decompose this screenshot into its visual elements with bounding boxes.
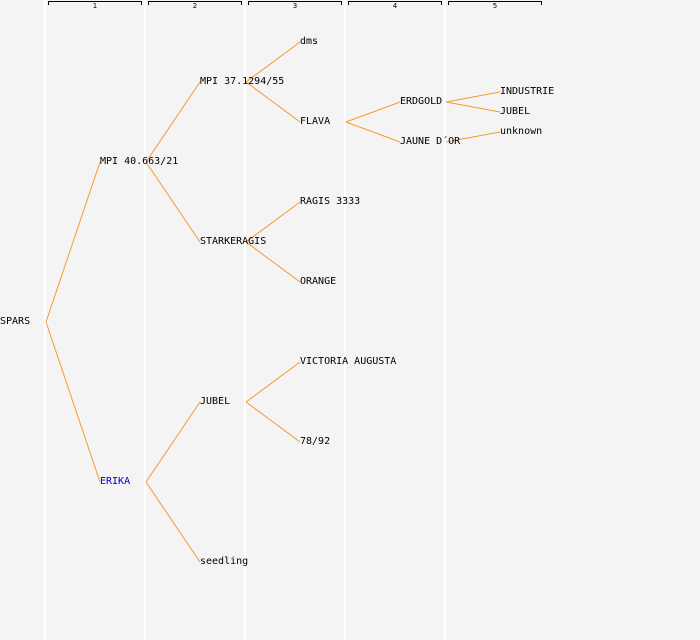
connector-line [145, 161, 201, 243]
generation-number: 4 [392, 2, 398, 10]
tree-node: RAGIS 3333 [300, 196, 361, 207]
connector-line [245, 401, 301, 443]
connector-line [245, 41, 301, 83]
generation-header-5: 5 [448, 0, 542, 10]
column-divider [244, 0, 246, 640]
tree-node: seedling [200, 556, 249, 567]
tree-node: JUBEL [200, 396, 231, 407]
connector-line [445, 131, 501, 143]
generation-header-1: 1 [48, 0, 142, 10]
tree-node: JUBEL [500, 106, 531, 117]
connector-line [145, 81, 201, 163]
generation-header-4: 4 [348, 0, 442, 10]
tree-node: 78/92 [300, 436, 331, 447]
generation-number: 5 [492, 2, 498, 10]
tree-node: unknown [500, 126, 543, 137]
tree-node: ERDGOLD [400, 96, 443, 107]
connector-line [245, 81, 301, 123]
root-node: SPARS [0, 316, 31, 327]
connector-line [45, 161, 101, 323]
column-divider [144, 0, 146, 640]
connector-line [345, 101, 401, 123]
connector-line [345, 121, 401, 143]
tree-node: ORANGE [300, 276, 337, 287]
connector-line [245, 201, 301, 243]
generation-number: 2 [192, 2, 198, 10]
connector-line [145, 481, 201, 563]
connector-line [445, 101, 501, 113]
column-divider [344, 0, 346, 640]
generation-header-3: 3 [248, 0, 342, 10]
generation-header-2: 2 [148, 0, 242, 10]
tree-node: MPI 40.663/21 [100, 156, 179, 167]
connector-line [145, 401, 201, 483]
tree-node: dms [300, 36, 319, 47]
connector-line [45, 321, 101, 483]
tree-node: MPI 37.1294/55 [200, 76, 285, 87]
tree-node: VICTORIA AUGUSTA [300, 356, 397, 367]
tree-node: FLAVA [300, 116, 331, 127]
generation-number: 1 [92, 2, 98, 10]
tree-node[interactable]: ERIKA [100, 476, 131, 487]
column-divider [44, 0, 46, 640]
connector-line [245, 361, 301, 403]
column-divider [444, 0, 446, 640]
tree-node: INDUSTRIE [500, 86, 555, 97]
connector-line [245, 241, 301, 283]
tree-node: JAUNE D´OR [400, 136, 461, 147]
connector-line [445, 91, 501, 103]
tree-node: STARKERAGIS [200, 236, 267, 247]
generation-number: 3 [292, 2, 298, 10]
